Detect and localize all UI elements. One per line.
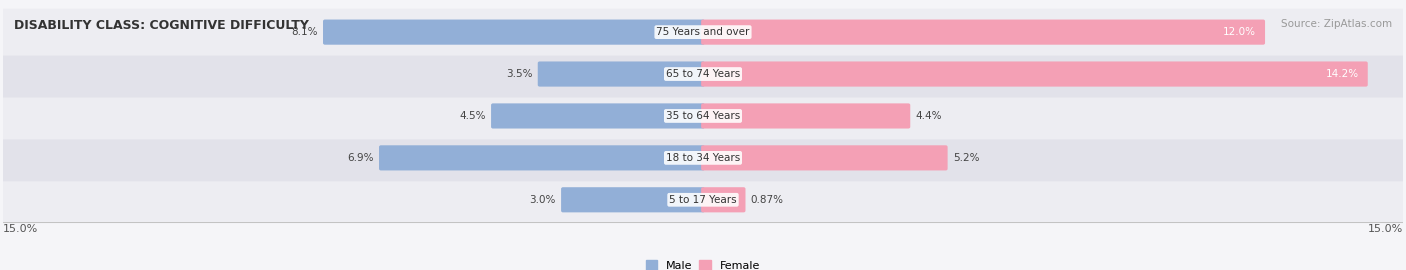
FancyBboxPatch shape <box>0 9 1406 56</box>
FancyBboxPatch shape <box>702 187 745 212</box>
FancyBboxPatch shape <box>0 50 1406 97</box>
Text: 3.5%: 3.5% <box>506 69 533 79</box>
Text: 18 to 34 Years: 18 to 34 Years <box>666 153 740 163</box>
FancyBboxPatch shape <box>0 93 1406 139</box>
Legend: Male, Female: Male, Female <box>647 260 759 270</box>
FancyBboxPatch shape <box>0 176 1406 223</box>
FancyBboxPatch shape <box>702 62 1368 87</box>
Text: 5.2%: 5.2% <box>953 153 979 163</box>
Text: 35 to 64 Years: 35 to 64 Years <box>666 111 740 121</box>
Text: Source: ZipAtlas.com: Source: ZipAtlas.com <box>1281 19 1392 29</box>
FancyBboxPatch shape <box>702 19 1265 45</box>
FancyBboxPatch shape <box>702 103 910 129</box>
Text: 15.0%: 15.0% <box>3 224 38 234</box>
Text: 65 to 74 Years: 65 to 74 Years <box>666 69 740 79</box>
FancyBboxPatch shape <box>561 187 704 212</box>
Text: 75 Years and over: 75 Years and over <box>657 27 749 37</box>
Text: 5 to 17 Years: 5 to 17 Years <box>669 195 737 205</box>
FancyBboxPatch shape <box>491 103 704 129</box>
FancyBboxPatch shape <box>0 134 1406 181</box>
Text: 14.2%: 14.2% <box>1326 69 1358 79</box>
Text: 0.87%: 0.87% <box>751 195 783 205</box>
Text: DISABILITY CLASS: COGNITIVE DIFFICULTY: DISABILITY CLASS: COGNITIVE DIFFICULTY <box>14 19 309 32</box>
Text: 6.9%: 6.9% <box>347 153 374 163</box>
Text: 12.0%: 12.0% <box>1223 27 1256 37</box>
FancyBboxPatch shape <box>380 145 704 170</box>
Text: 15.0%: 15.0% <box>1368 224 1403 234</box>
Text: 4.5%: 4.5% <box>460 111 486 121</box>
Text: 3.0%: 3.0% <box>530 195 555 205</box>
FancyBboxPatch shape <box>702 145 948 170</box>
FancyBboxPatch shape <box>323 19 704 45</box>
Text: 8.1%: 8.1% <box>291 27 318 37</box>
Text: 4.4%: 4.4% <box>915 111 942 121</box>
FancyBboxPatch shape <box>537 62 704 87</box>
